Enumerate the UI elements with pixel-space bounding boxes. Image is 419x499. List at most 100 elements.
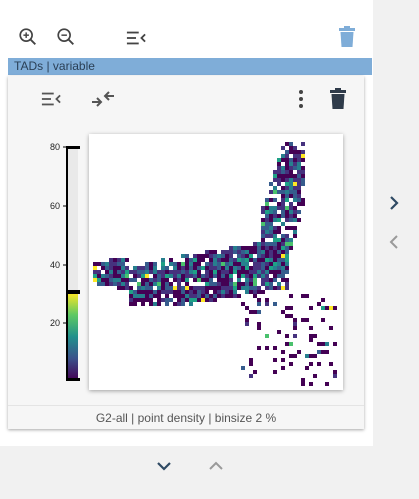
heatmap-cell — [293, 146, 297, 150]
heatmap-cell — [249, 246, 253, 250]
tads-bar[interactable]: TADs | variable — [8, 58, 372, 75]
heatmap-cell — [285, 282, 289, 286]
heatmap-cell — [161, 274, 165, 278]
heatmap-cell — [297, 182, 301, 186]
heatmap-cell — [249, 286, 253, 290]
heatmap-cell — [257, 254, 261, 258]
heatmap-cell — [93, 274, 97, 278]
heatmap-cell — [125, 282, 129, 286]
heatmap-cell — [169, 258, 173, 262]
chevron-right-icon[interactable] — [387, 194, 401, 212]
heatmap-cell — [273, 358, 277, 362]
colorbar-handle-bottom[interactable] — [66, 378, 80, 381]
heatmap-cell — [221, 290, 225, 294]
heatmap-cell — [293, 318, 297, 322]
heatmap-cell — [257, 258, 261, 262]
heatmap-cell — [241, 250, 245, 254]
heatmap-cell — [269, 246, 273, 250]
heatmap-cell — [281, 214, 285, 218]
heatmap-cell — [165, 298, 169, 302]
heatmap-cell — [161, 270, 165, 274]
menu-collapse-icon[interactable] — [125, 28, 147, 48]
heatmap-cell — [257, 326, 261, 330]
heatmap-cell — [93, 278, 97, 282]
heatmap-cell — [225, 266, 229, 270]
heatmap-cell — [285, 306, 289, 310]
heatmap[interactable] — [89, 134, 343, 390]
heatmap-cell — [177, 286, 181, 290]
heatmap-cell — [273, 174, 277, 178]
heatmap-cell — [193, 274, 197, 278]
heatmap-cell — [253, 282, 257, 286]
heatmap-cell — [169, 274, 173, 278]
chevron-down-icon[interactable] — [155, 459, 173, 473]
chevron-up-icon[interactable] — [207, 459, 225, 473]
heatmap-cell — [93, 270, 97, 274]
heatmap-cell — [297, 166, 301, 170]
heatmap-cell — [273, 198, 277, 202]
card-collapse-icon[interactable] — [40, 89, 62, 109]
heatmap-cell — [273, 250, 277, 254]
zoom-out-icon[interactable] — [55, 26, 77, 48]
colorbar-handle-top[interactable] — [66, 146, 80, 149]
heatmap-cell — [245, 286, 249, 290]
heatmap-cell — [229, 262, 233, 266]
heatmap-cell — [209, 294, 213, 298]
heatmap-cell — [281, 186, 285, 190]
heatmap-cell — [277, 170, 281, 174]
heatmap-cell — [317, 362, 321, 366]
heatmap-cell — [253, 270, 257, 274]
heatmap-cell — [301, 378, 305, 382]
heatmap-cell — [177, 302, 181, 306]
heatmap-cell — [269, 266, 273, 270]
heatmap-cell — [301, 142, 305, 146]
chevron-left-icon[interactable] — [387, 233, 401, 251]
heatmap-cell — [325, 306, 329, 310]
heatmap-cell — [261, 278, 265, 282]
heatmap-cell — [277, 270, 281, 274]
heatmap-canvas[interactable] — [89, 134, 343, 390]
heatmap-cell — [277, 242, 281, 246]
heatmap-cell — [249, 310, 253, 314]
heatmap-cell — [261, 206, 265, 210]
zoom-in-icon[interactable] — [17, 26, 39, 48]
heatmap-cell — [293, 190, 297, 194]
colorbar-handle-upper[interactable] — [66, 290, 80, 294]
heatmap-cell — [169, 262, 173, 266]
heatmap-cell — [205, 286, 209, 290]
heatmap-cell — [233, 290, 237, 294]
heatmap-cell — [273, 238, 277, 242]
heatmap-cell — [293, 322, 297, 326]
heatmap-cell — [97, 262, 101, 266]
heatmap-cell — [273, 206, 277, 210]
heatmap-cell — [197, 290, 201, 294]
heatmap-cell — [289, 190, 293, 194]
heatmap-cell — [229, 246, 233, 250]
heatmap-cell — [281, 178, 285, 182]
heatmap-cell — [229, 254, 233, 258]
heatmap-cell — [273, 258, 277, 262]
heatmap-cell — [145, 282, 149, 286]
heatmap-cell — [117, 286, 121, 290]
delete-icon[interactable] — [337, 25, 357, 49]
heatmap-cell — [185, 262, 189, 266]
heatmap-cell — [189, 286, 193, 290]
heatmap-cell — [237, 294, 241, 298]
heatmap-cell — [213, 282, 217, 286]
heatmap-cell — [113, 266, 117, 270]
heatmap-cell — [325, 350, 329, 354]
heatmap-cell — [225, 282, 229, 286]
heatmap-cell — [129, 278, 133, 282]
heatmap-cell — [189, 302, 193, 306]
heatmap-cell — [117, 274, 121, 278]
more-icon[interactable] — [294, 89, 308, 109]
heatmap-cell — [165, 266, 169, 270]
card-delete-icon[interactable] — [328, 87, 348, 111]
heatmap-cell — [293, 198, 297, 202]
heatmap-cell — [149, 290, 153, 294]
plot-area: 80 60 40 20 — [8, 120, 364, 405]
heatmap-cell — [293, 326, 297, 330]
heatmap-cell — [97, 282, 101, 286]
heatmap-cell — [285, 254, 289, 258]
merge-icon[interactable] — [91, 89, 115, 109]
